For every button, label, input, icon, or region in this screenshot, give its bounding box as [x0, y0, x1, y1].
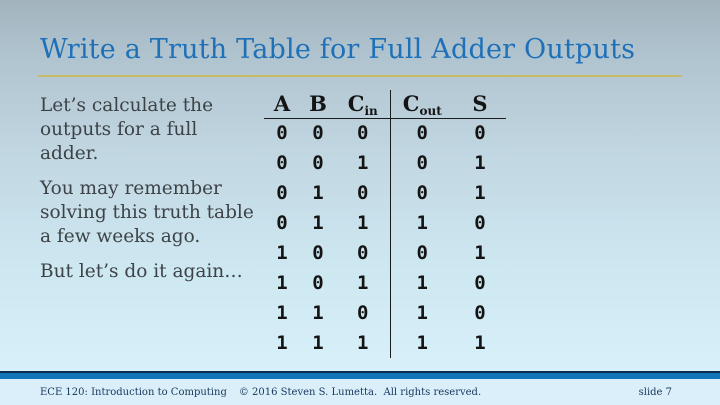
header-label: A	[273, 91, 291, 117]
table-cell: 1	[357, 152, 369, 174]
header-cell-cin: Cin	[336, 90, 390, 119]
table-row: 0 1 0 0 1	[264, 178, 506, 208]
table-cell: 0	[276, 152, 288, 174]
header-label: C	[347, 91, 365, 117]
table-row: 1 0 0 0 1	[264, 238, 506, 268]
table-cell: 1	[276, 332, 288, 354]
table-row: 0 0 1 0 1	[264, 148, 506, 178]
header-label: S	[472, 91, 488, 117]
footer-course-label: ECE 120: Introduction to Computing	[40, 387, 227, 398]
table-cell: 1	[276, 302, 288, 324]
header-label: C	[402, 91, 420, 117]
table-cell: 0	[276, 182, 288, 204]
table-cell: 0	[389, 118, 454, 148]
table-cell: 0	[474, 212, 486, 234]
footer-slide-number: slide 7	[638, 387, 672, 398]
bullet-paragraph: But let’s do it again…	[40, 261, 243, 282]
table-cell: 0	[474, 272, 486, 294]
table-cell: 1	[474, 182, 486, 204]
footer-navy-line	[0, 371, 720, 373]
table-cell: 1	[389, 298, 454, 328]
table-cell: 0	[357, 182, 369, 204]
table-cell: 1	[474, 332, 486, 354]
table-cell: 1	[312, 332, 324, 354]
table-cell: 0	[389, 148, 454, 178]
table-cell: 1	[312, 182, 324, 204]
truth-table: A B Cin Cout S 0 0 0 0 0 0 0 1 0 1	[264, 90, 506, 358]
table-cell: 0	[312, 242, 324, 264]
body-text-block: Let’s calculate the outputs for a full a…	[40, 94, 254, 295]
table-cell: 0	[312, 122, 324, 145]
header-cell-cout: Cout	[389, 90, 454, 119]
table-cell: 1	[389, 268, 454, 298]
table-cell: 1	[312, 302, 324, 324]
table-cell: 0	[357, 302, 369, 324]
header-subscript: out	[419, 104, 442, 119]
table-row: 1 1 1 1 1	[264, 328, 506, 358]
table-row: 1 1 0 1 0	[264, 298, 506, 328]
footer: ECE 120: Introduction to Computing © 201…	[0, 379, 720, 405]
table-cell: 1	[474, 152, 486, 174]
table-cell: 1	[389, 208, 454, 238]
table-cell: 0	[474, 122, 486, 145]
table-cell: 0	[276, 122, 288, 145]
table-cell: 0	[312, 152, 324, 174]
header-subscript: in	[364, 104, 378, 119]
table-cell: 1	[312, 212, 324, 234]
bullet-paragraph: Let’s calculate the outputs for a full a…	[40, 95, 214, 164]
header-cell-s: S	[454, 90, 506, 119]
table-cell: 1	[357, 332, 369, 354]
footer-copyright: © 2016 Steven S. Lumetta. All rights res…	[238, 387, 482, 398]
table-cell: 0	[357, 122, 369, 145]
header-cell-b: B	[300, 90, 336, 119]
table-header-row: A B Cin Cout S	[264, 90, 506, 119]
table-cell: 0	[389, 178, 454, 208]
slide-title: Write a Truth Table for Full Adder Outpu…	[40, 34, 636, 65]
table-row: 0 0 0 0 0	[264, 118, 506, 148]
header-label: B	[309, 91, 327, 117]
table-cell: 1	[276, 272, 288, 294]
table-cell: 0	[276, 212, 288, 234]
table-cell: 0	[389, 238, 454, 268]
table-cell: 1	[357, 272, 369, 294]
table-row: 1 0 1 1 0	[264, 268, 506, 298]
table-cell: 1	[357, 212, 369, 234]
table-cell: 1	[276, 242, 288, 264]
table-cell: 0	[357, 242, 369, 264]
bullet-paragraph: You may remember solving this truth tabl…	[40, 178, 254, 247]
header-cell-a: A	[264, 90, 300, 119]
table-row: 0 1 1 1 0	[264, 208, 506, 238]
table-cell: 0	[312, 272, 324, 294]
table-cell: 1	[389, 328, 454, 358]
footer-accent-bar	[0, 373, 720, 379]
table-cell: 0	[474, 302, 486, 324]
table-cell: 1	[474, 242, 486, 264]
title-gold-divider	[38, 75, 682, 77]
